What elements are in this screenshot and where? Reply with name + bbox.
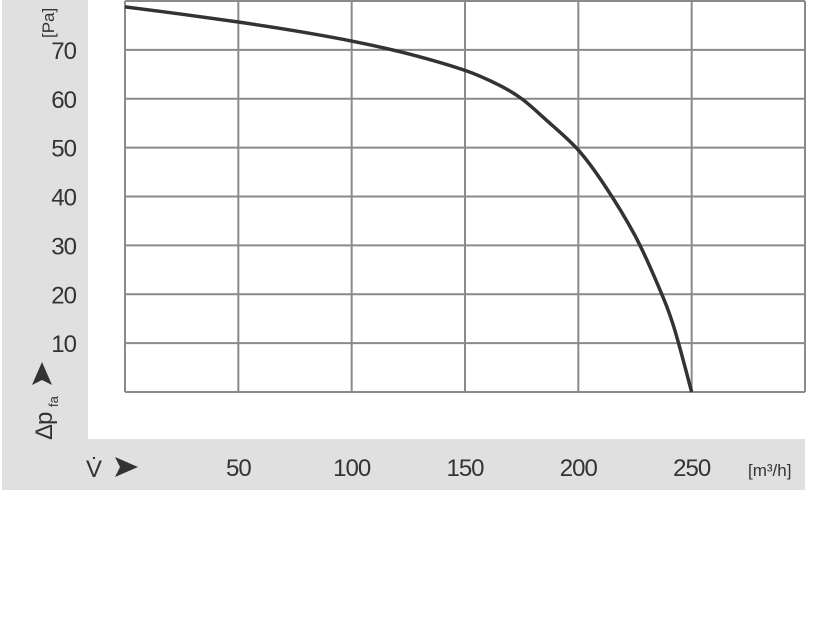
x-axis-band <box>2 439 805 490</box>
y-unit-label: [Pa] <box>39 8 58 38</box>
y-tick-label: 20 <box>51 282 76 309</box>
y-axis-label: Δp fa <box>31 395 61 440</box>
x-unit-label: [m³/h] <box>748 461 791 480</box>
y-tick-labels: 10 20 30 40 50 60 70 <box>51 38 77 358</box>
series-curve <box>124 5 694 393</box>
y-tick-label: 10 <box>51 331 76 358</box>
y-axis-label-subscript: fa <box>46 395 61 407</box>
y-tick-label: 70 <box>51 38 76 65</box>
x-tick-labels: 50 100 150 200 250 <box>226 455 712 482</box>
x-arrow-icon <box>115 457 138 477</box>
x-tick-label: 50 <box>226 455 251 482</box>
y-tick-label: 60 <box>51 87 76 114</box>
x-tick-label: 100 <box>333 455 371 482</box>
y-tick-label: 30 <box>51 233 76 260</box>
y-tick-label: 50 <box>51 136 76 163</box>
y-axis-band <box>2 0 88 490</box>
y-arrow-icon <box>32 362 52 385</box>
x-tick-label: 150 <box>446 455 484 482</box>
x-tick-label: 200 <box>560 455 598 482</box>
y-tick-label: 40 <box>51 185 76 212</box>
x-axis-label: V̇ <box>86 455 102 483</box>
grid <box>124 0 806 393</box>
y-axis-label-text: Δp <box>31 412 58 440</box>
x-tick-label: 250 <box>673 455 711 482</box>
